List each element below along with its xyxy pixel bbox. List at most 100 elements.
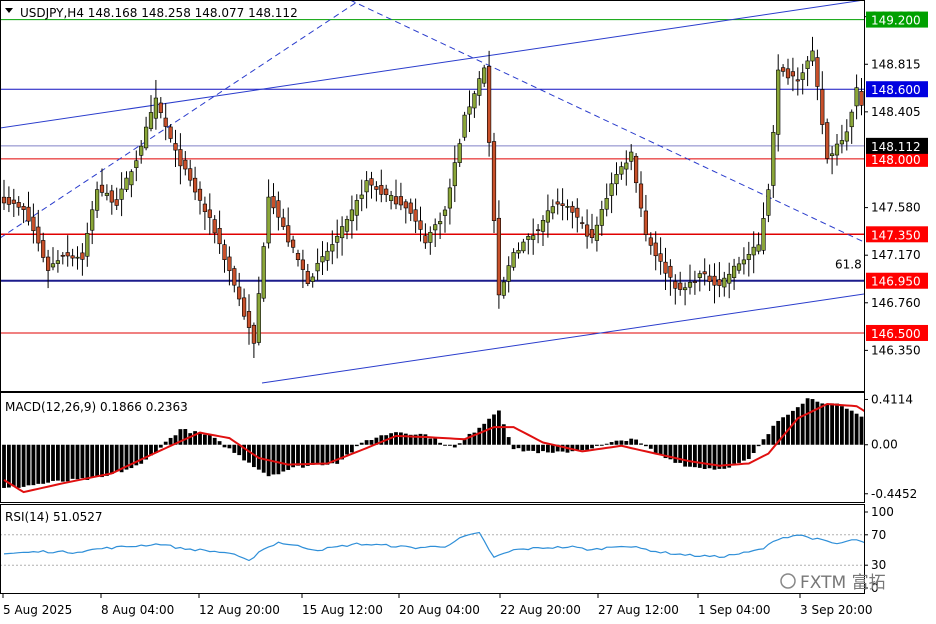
bull-candle <box>129 171 134 186</box>
channel-lower-line <box>261 293 864 384</box>
bear-candle <box>653 242 658 257</box>
bull-candle <box>437 221 443 225</box>
macd-histogram-bar <box>354 444 359 447</box>
rsi-line <box>3 531 864 562</box>
bear-candle <box>570 205 575 213</box>
bull-candle <box>526 236 531 240</box>
macd-histogram-bar <box>286 444 291 470</box>
bear-candle <box>246 311 252 328</box>
level-price-tag: 148.600 <box>871 83 921 97</box>
level-price-tag: 146.500 <box>871 327 921 341</box>
bull-candle <box>330 244 335 252</box>
symbol-header: USDJPY,H4 148.168 148.258 148.077 148.11… <box>20 6 298 20</box>
bull-candle <box>335 235 340 243</box>
macd-histogram-bar <box>467 433 472 445</box>
macd-histogram-bar <box>403 433 408 445</box>
bear-candle <box>11 199 16 204</box>
bear-candle <box>535 229 541 232</box>
bear-candle <box>663 261 668 274</box>
macd-histogram-bar <box>188 433 193 445</box>
bear-candle <box>212 219 217 234</box>
level-price-tag: 146.950 <box>871 275 921 289</box>
bear-candle <box>271 196 276 209</box>
macd-histogram-bar <box>639 443 643 445</box>
bear-candle <box>795 79 800 82</box>
bull-candle <box>604 198 609 210</box>
bull-candle <box>95 189 100 211</box>
bull-candle <box>531 235 536 240</box>
bull-candle <box>609 183 614 196</box>
time-tick-label: 3 Sep 20:00 <box>800 603 872 617</box>
level-price-tag-bg <box>866 150 928 167</box>
macd-histogram-bar <box>492 414 496 445</box>
macd-histogram-bar <box>678 444 683 463</box>
macd-histogram-bar <box>693 444 697 468</box>
bear-candle <box>413 209 418 222</box>
macd-histogram-bar <box>835 403 839 445</box>
bear-candle <box>692 281 697 283</box>
bear-candle <box>374 186 379 190</box>
bull-candle <box>594 224 599 241</box>
bull-candle <box>90 209 95 231</box>
macd-histogram-bar <box>124 444 129 470</box>
bull-candle <box>599 209 604 226</box>
macd-histogram-bar <box>320 444 325 466</box>
macd-histogram-bar <box>795 407 800 445</box>
rsi-pane[interactable] <box>0 504 865 594</box>
bull-candle <box>354 200 359 216</box>
macd-histogram-bar <box>178 429 183 445</box>
macd-histogram-bar <box>702 444 707 470</box>
bear-candle <box>286 225 291 243</box>
macd-histogram-bar <box>766 434 771 445</box>
macd-histogram-bar <box>399 432 403 445</box>
bear-candle <box>496 217 502 296</box>
bear-candle <box>678 282 683 290</box>
bull-candle <box>349 209 355 222</box>
bull-candle <box>521 241 526 252</box>
time-tick-label: 15 Aug 12:00 <box>302 603 383 617</box>
bear-candle <box>1 196 7 204</box>
macd-histogram-bar <box>144 444 148 460</box>
bear-candle <box>251 324 257 344</box>
price-tick-label: 146.350 <box>871 343 921 357</box>
bull-candle <box>741 259 746 265</box>
bull-candle <box>339 226 345 239</box>
macd-histogram-bar <box>21 444 26 487</box>
macd-histogram-bar <box>2 444 6 488</box>
macd-histogram-bar <box>51 444 55 481</box>
macd-histogram-bar <box>193 431 197 445</box>
macd-histogram-bar <box>340 444 344 460</box>
bull-candle <box>144 126 149 149</box>
bear-candle <box>163 117 168 127</box>
macd-histogram-bar <box>634 439 638 445</box>
macd-histogram-bar <box>315 444 320 465</box>
macd-histogram-bar <box>438 442 442 445</box>
macd-histogram-bar <box>697 444 702 468</box>
bull-candle <box>624 162 629 170</box>
bull-candle <box>506 265 511 282</box>
macd-histogram-bar <box>501 424 506 445</box>
macd-histogram-bar <box>751 444 756 453</box>
bear-candle <box>109 190 114 203</box>
macd-tick-label: 0.00 <box>871 438 898 452</box>
bull-candle <box>545 210 550 223</box>
macd-histogram-bar <box>487 418 491 445</box>
bear-candle <box>423 235 428 244</box>
bull-candle <box>75 256 80 259</box>
bear-candle <box>41 240 46 258</box>
macd-histogram-bar <box>242 444 246 461</box>
macd-histogram-bar <box>580 444 585 451</box>
macd-histogram-bar <box>7 444 11 488</box>
symbol-menu-icon[interactable] <box>5 8 13 13</box>
bull-candle <box>124 177 129 190</box>
macd-histogram-bar <box>452 444 457 448</box>
macd-histogram-bar <box>183 429 188 445</box>
bull-candle <box>756 244 761 252</box>
bear-candle <box>491 141 497 221</box>
bear-candle <box>300 259 306 270</box>
macd-histogram-bar <box>546 444 550 453</box>
macd-histogram-bar <box>301 444 305 468</box>
macd-histogram-bar <box>599 444 604 446</box>
price-pane[interactable] <box>0 0 865 392</box>
